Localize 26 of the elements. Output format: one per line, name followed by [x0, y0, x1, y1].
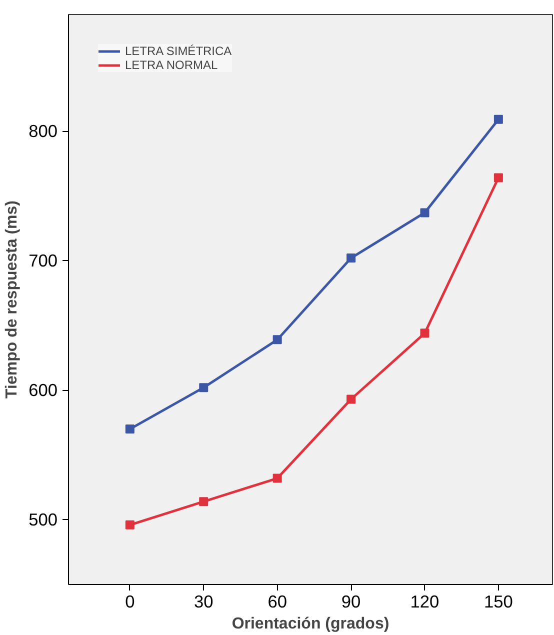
point — [272, 474, 282, 483]
x-tick-label: 60 — [268, 592, 287, 612]
x-tick-label: 150 — [484, 592, 513, 612]
x-axis-title: Orientación (grados) — [232, 616, 390, 632]
point — [346, 254, 356, 263]
point — [494, 114, 503, 124]
y-tick-label: 700 — [28, 250, 58, 271]
point — [420, 208, 430, 218]
point — [125, 520, 134, 530]
point — [272, 335, 282, 344]
point — [494, 173, 503, 182]
x-tick-label: 90 — [341, 592, 361, 612]
point — [199, 497, 208, 506]
point — [420, 328, 430, 338]
x-tick-label: 30 — [194, 592, 214, 612]
y-tick-label: 800 — [28, 121, 58, 142]
point — [346, 394, 356, 404]
y-tick-label: 500 — [28, 510, 58, 530]
y-axis-title: Tiempo de respuesta (ms) — [4, 200, 21, 398]
x-tick-label: 0 — [125, 592, 135, 612]
legend-label: LETRA NORMAL — [125, 58, 218, 72]
point — [125, 424, 134, 434]
y-tick-label: 600 — [28, 380, 58, 400]
legend-label: LETRA SIMÉTRICA — [125, 44, 232, 58]
x-tick-label: 120 — [410, 592, 440, 612]
point — [199, 383, 208, 392]
